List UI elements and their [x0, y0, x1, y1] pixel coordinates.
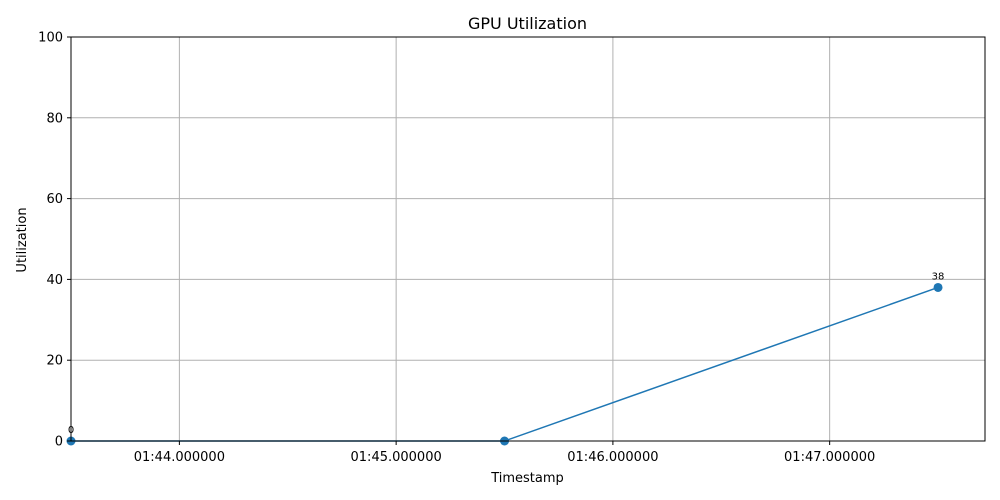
y-tick-label: 0	[55, 435, 63, 450]
y-tick-label: 20	[46, 354, 63, 369]
y-tick-label: 100	[38, 31, 63, 46]
series-line	[71, 286, 939, 442]
data-point-label: 38	[932, 271, 945, 282]
axis-ticks: 01:44.000000 01:45.000000 01:46.000000 01:4…	[38, 31, 875, 466]
y-tick-label: 40	[46, 273, 63, 288]
plot-frame	[70, 36, 986, 442]
series-layer	[66, 282, 943, 446]
data-point	[933, 282, 943, 292]
x-tick-label: 01:44.000000	[134, 450, 225, 465]
y-axis-label: Utilization	[15, 207, 30, 272]
data-labels: 038	[68, 271, 945, 436]
y-tick-label: 80	[46, 111, 63, 126]
x-tick-label: 01:45.000000	[351, 450, 442, 465]
grid-lines	[71, 36, 985, 442]
x-tick-label: 01:47.000000	[784, 450, 875, 465]
y-tick-label: 60	[46, 192, 63, 207]
x-axis-label: Timestamp	[490, 471, 564, 486]
chart-title: GPU Utilization	[468, 14, 587, 33]
x-tick-label: 01:46.000000	[567, 450, 658, 465]
